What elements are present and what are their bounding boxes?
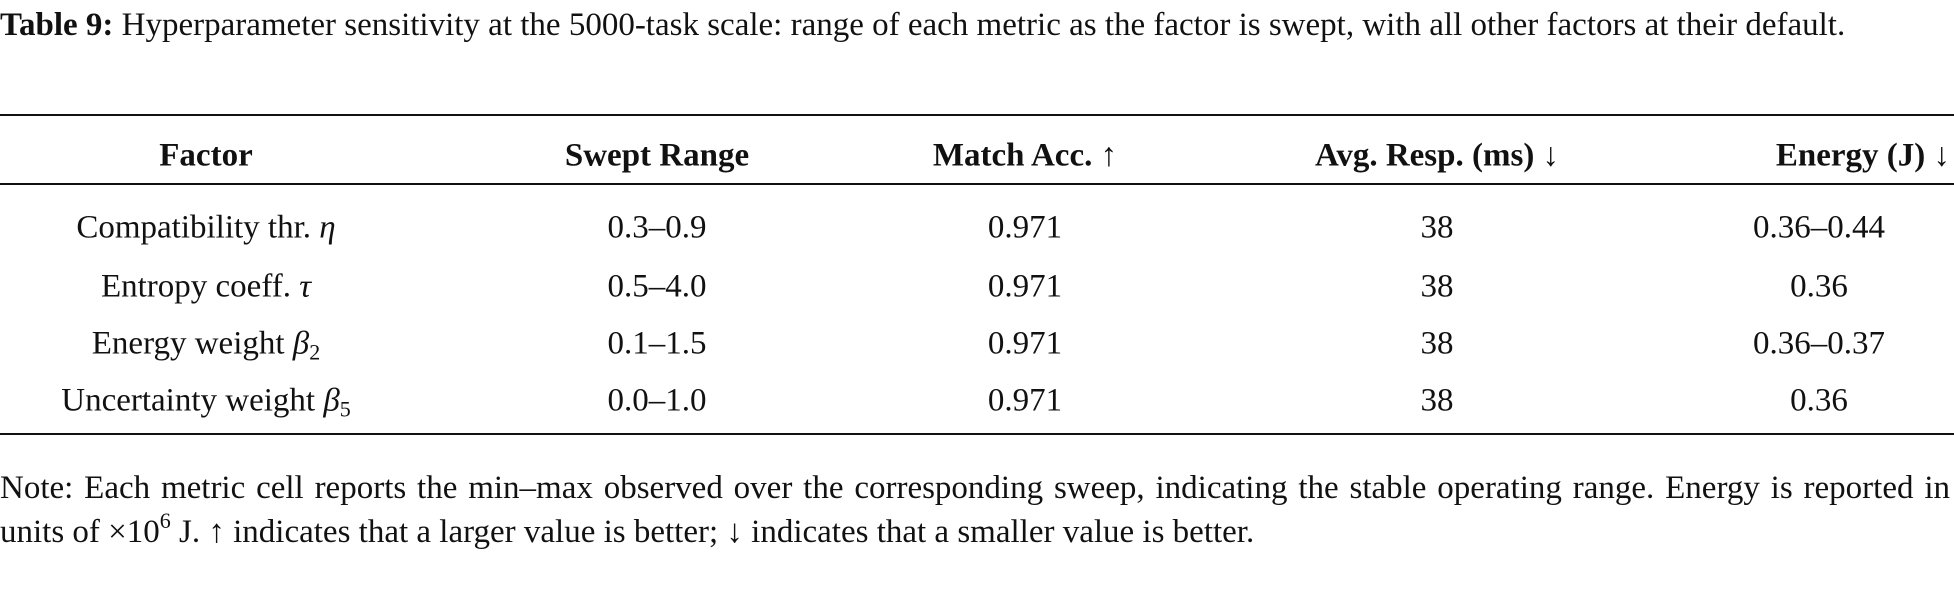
factor-symbol: β — [323, 382, 340, 419]
factor-subscript: 2 — [309, 339, 321, 365]
top-rule — [0, 114, 1954, 116]
header-cell: Swept Range — [564, 137, 750, 174]
header-cell: Factor — [159, 137, 253, 174]
table-cell: 0.971 — [987, 209, 1063, 246]
factor-cell: Energy weight β2 — [91, 325, 321, 365]
factor-label: Energy weight — [91, 325, 285, 362]
factor-symbol: β — [292, 325, 310, 362]
table-cell: 38 — [1420, 382, 1454, 419]
table-cell: 0.971 — [987, 382, 1063, 419]
header-cell: Avg. Resp. (ms) ↓ — [1314, 137, 1560, 174]
factor-symbol: η — [319, 209, 336, 246]
factor-cell: Uncertainty weight β5 — [61, 382, 351, 422]
table-cell: 0.971 — [987, 268, 1063, 305]
table-cell: 0.36–0.44 — [1753, 209, 1885, 246]
bottom-rule — [0, 433, 1954, 435]
table-cell: 38 — [1420, 268, 1454, 305]
note-text: Note: Each metric cell reports the min–m… — [0, 470, 1950, 550]
factor-label: Compatibility thr. — [76, 209, 312, 246]
table-cell: 38 — [1420, 325, 1454, 362]
factor-cell: Compatibility thr. η — [76, 210, 335, 247]
caption: Table 9: Hyperparameter sensitivity at t… — [0, 4, 1950, 46]
factor-cell: Entropy coeff. τ — [101, 269, 311, 306]
header-cell: Energy (J) ↓ — [1775, 137, 1950, 174]
header-cell: Match Acc. ↑ — [932, 137, 1118, 174]
factor-symbol: τ — [299, 268, 312, 305]
note-superscript: 6 — [159, 508, 171, 533]
note: Note: Each metric cell reports the min–m… — [0, 466, 1950, 554]
table-cell: 0.1–1.5 — [607, 325, 707, 362]
caption-text: Hyperparameter sensitivity at the 5000-t… — [121, 7, 1846, 43]
caption-label: Table 9: — [0, 7, 114, 43]
table-cell: 0.3–0.9 — [607, 209, 707, 246]
table-cell: 0.36–0.37 — [1753, 325, 1885, 362]
table-cell: 0.36 — [1790, 268, 1848, 305]
table-cell: 0.5–4.0 — [607, 268, 707, 305]
factor-label: Uncertainty weight — [61, 382, 316, 419]
note-text: J. ↑ indicates that a larger value is be… — [170, 514, 1255, 550]
factor-subscript: 5 — [339, 396, 351, 422]
table-cell: 0.971 — [987, 325, 1063, 362]
table-cell: 38 — [1420, 209, 1454, 246]
table-cell: 0.36 — [1790, 382, 1848, 419]
table-cell: 0.0–1.0 — [607, 382, 707, 419]
factor-label: Entropy coeff. — [100, 268, 291, 305]
mid-rule — [0, 183, 1954, 185]
